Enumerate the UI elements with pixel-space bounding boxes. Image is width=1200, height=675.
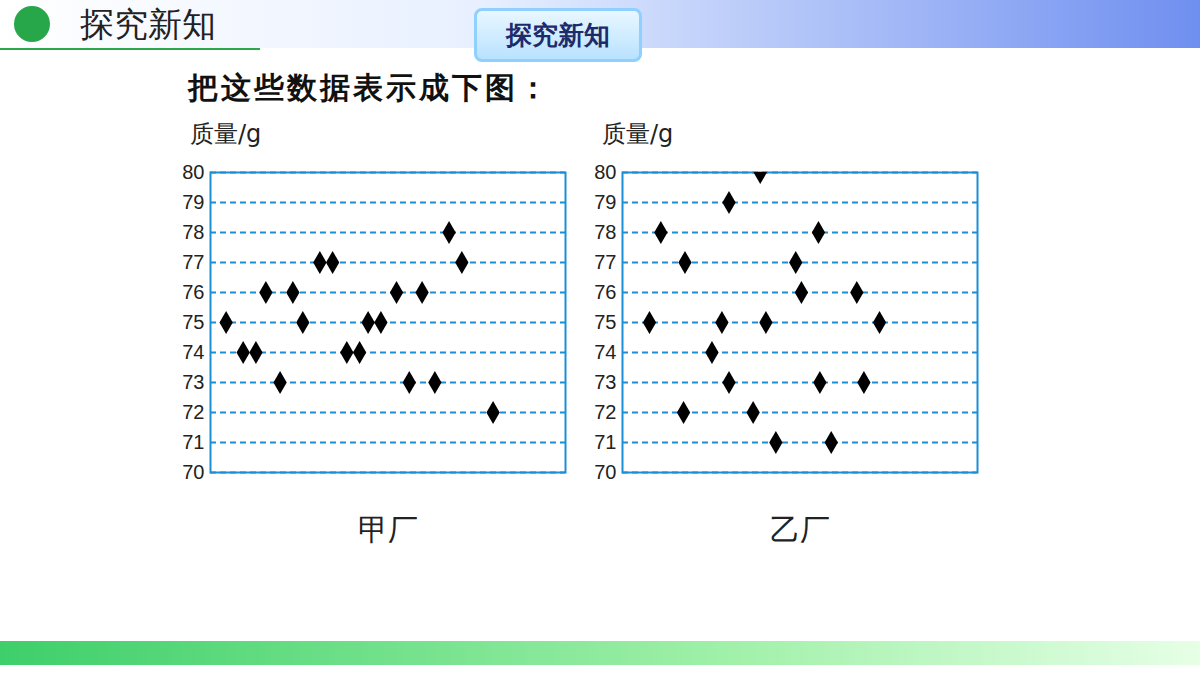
html-text:质量/g: 质量/g [602,120,674,148]
svg-text:72: 72 [182,401,204,423]
svg-text:80: 80 [182,161,204,183]
html-text:质量/g: 质量/g [190,120,262,148]
html-text:甲厂: 甲厂 [357,512,418,547]
svg-text:70: 70 [182,461,204,483]
svg-text:77: 77 [182,251,204,273]
svg-text:76: 76 [182,281,204,303]
svg-text:78: 78 [594,221,616,243]
svg-text:73: 73 [594,371,616,393]
svg-text:72: 72 [594,401,616,423]
svg-text:75: 75 [182,311,204,333]
svg-text:77: 77 [594,251,616,273]
html-text:把这些数据表示成下图：: 把这些数据表示成下图： [188,70,551,105]
svg-text:70: 70 [594,461,616,483]
svg-text:78: 78 [182,221,204,243]
svg-text:75: 75 [594,311,616,333]
svg-text:71: 71 [182,431,204,453]
svg-text:76: 76 [594,281,616,303]
svg-text:74: 74 [594,341,616,363]
html-text:乙厂: 乙厂 [769,512,830,547]
svg-text:79: 79 [594,191,616,213]
html-text:探究新知: 探究新知 [506,20,610,50]
svg-text:80: 80 [594,161,616,183]
html-text:探究新知: 探究新知 [80,4,216,44]
svg-text:71: 71 [594,431,616,453]
svg-text:79: 79 [182,191,204,213]
svg-text:73: 73 [182,371,204,393]
svg-text:74: 74 [182,341,204,363]
